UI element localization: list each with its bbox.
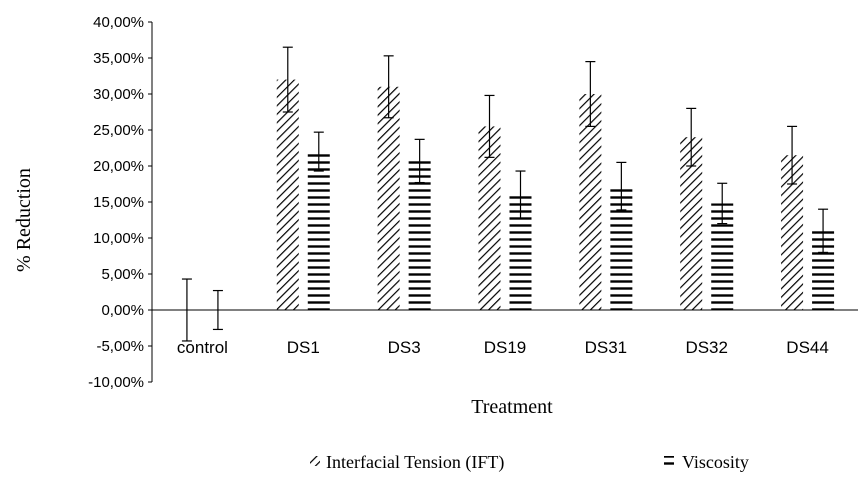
x-category-label: DS1 [287,338,320,357]
bar-viscosity [610,186,633,310]
y-tick-label: 20,00% [93,158,144,175]
error-bar-viscosity [616,161,627,211]
error-bar-ift [282,46,293,113]
y-tick-label: 40,00% [93,14,144,31]
y-axis-ticks: -10,00% -5,00% 0,00% 5,00% 10,00% 15,00% 20,00… [88,14,152,391]
y-tick-label: 25,00% [93,122,144,139]
x-category-label: control [177,338,228,357]
x-category-label: DS3 [388,338,421,357]
error-bar-viscosity [515,170,526,220]
y-tick-label: -10,00% [88,374,144,391]
error-bars-group [181,46,829,342]
x-category-label: DS44 [786,338,829,357]
legend: Interfacial Tension (IFT) Viscosity [310,452,749,473]
x-category-label: DS32 [685,338,728,357]
y-tick-label: 5,00% [101,266,144,283]
x-axis-category-labels: control DS1 DS3 DS19 DS31 DS32 DS44 [177,338,829,357]
y-tick-label: 0,00% [101,302,144,319]
bar-ift [478,126,501,311]
x-category-label: DS31 [585,338,628,357]
error-bar-viscosity [313,131,324,172]
error-bar-ift [787,125,798,185]
legend-swatch-viscosity [664,456,674,466]
x-axis-title: Treatment [471,396,553,418]
bar-ift [276,79,299,310]
bar-ift [579,94,602,310]
legend-item-ift: Interfacial Tension (IFT) [310,452,504,473]
legend-swatch-ift [310,456,320,466]
legend-label-viscosity: Viscosity [682,452,749,472]
y-tick-label: 35,00% [93,50,144,67]
error-bar-ift [585,60,596,128]
bar-viscosity [711,203,734,310]
bar-viscosity [812,230,835,310]
bar-viscosity [408,160,431,310]
error-bar-viscosity [717,182,728,225]
bar-ift [377,86,400,310]
legend-label-ift: Interfacial Tension (IFT) [326,452,504,473]
bars-group [276,79,835,311]
y-tick-label: 10,00% [93,230,144,247]
bar-ift [781,155,804,310]
y-tick-label: -5,00% [96,338,144,355]
error-bar-viscosity [818,208,829,253]
error-bar-ift [484,94,495,158]
bar-viscosity [307,151,330,310]
x-category-label: DS19 [484,338,527,357]
error-bar-ift [686,107,697,167]
y-axis-title: % Reduction [13,168,35,272]
y-tick-label: 15,00% [93,194,144,211]
bar-ift [680,137,703,310]
y-tick-label: 30,00% [93,86,144,103]
bar-viscosity [509,194,532,310]
error-bar-viscosity [414,138,425,184]
error-bar-ift [383,55,394,119]
legend-item-viscosity: Viscosity [664,452,749,472]
